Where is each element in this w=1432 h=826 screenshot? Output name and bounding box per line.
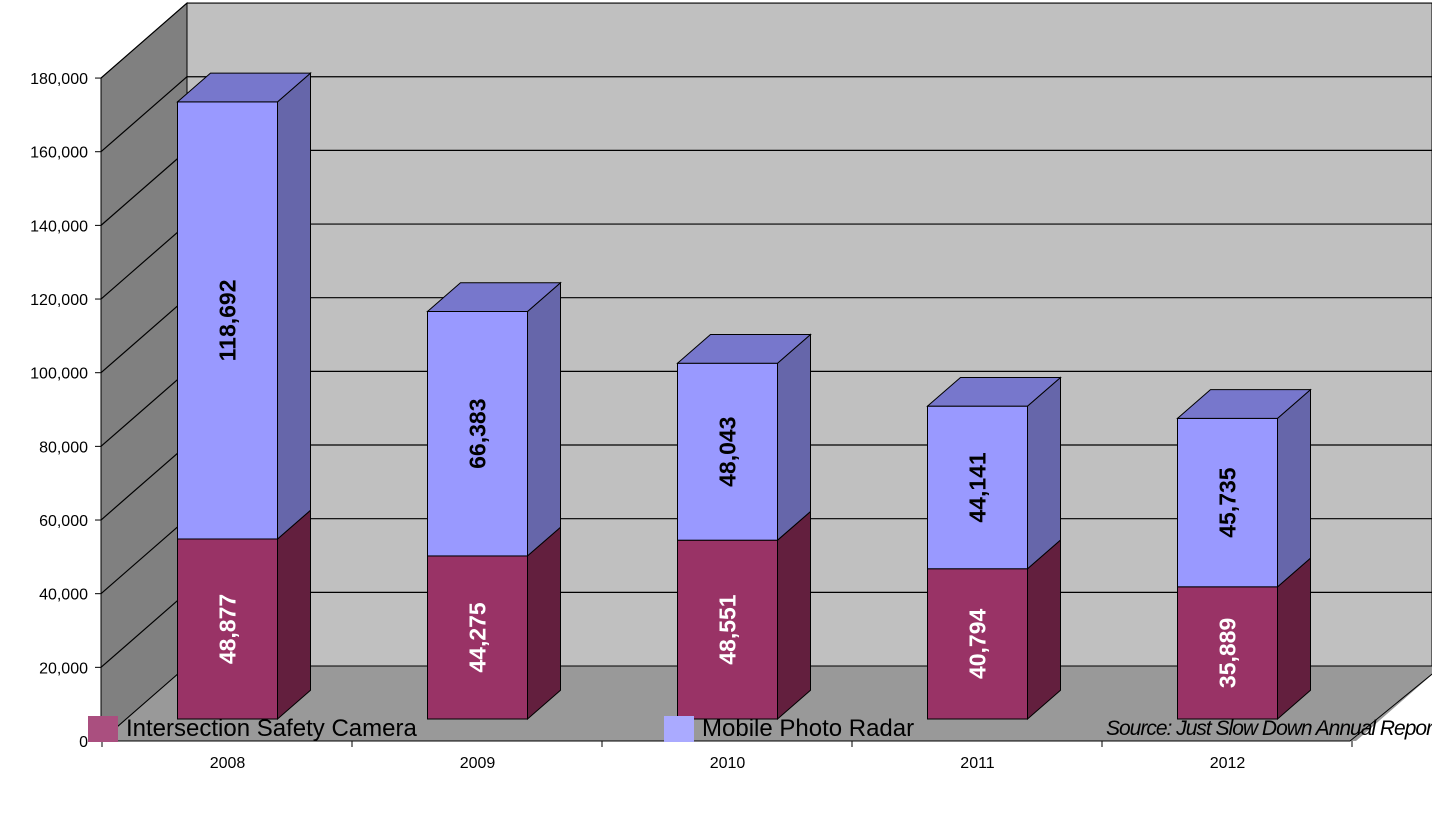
gridline-side xyxy=(100,297,188,374)
y-tick-label: 120,000 xyxy=(30,292,88,309)
bar-side-mobile-photo-radar-2008 xyxy=(277,72,311,541)
legend-label-intersection-safety-camera: Intersection Safety Camera xyxy=(126,715,417,742)
bar-mobile-photo-radar-2008 xyxy=(177,101,278,540)
data-label-intersection-safety-camera-2012: 35,889 xyxy=(1215,618,1241,688)
data-label-intersection-safety-camera-2008: 48,877 xyxy=(215,594,241,664)
data-label-intersection-safety-camera-2009: 44,275 xyxy=(465,602,491,673)
legend-item-intersection-safety-camera: Intersection Safety Camera xyxy=(88,713,417,745)
bar-top-2012 xyxy=(1176,389,1312,419)
data-label-mobile-photo-radar-2010: 48,043 xyxy=(715,417,741,487)
bar-side-intersection-safety-camera-2010 xyxy=(777,510,811,721)
bar-top-2010 xyxy=(676,334,812,364)
bar-top-2009 xyxy=(426,282,562,312)
x-tick-label-2009: 2009 xyxy=(460,755,496,772)
gridline-side xyxy=(100,223,188,300)
y-tick-label: 140,000 xyxy=(30,218,88,235)
gridline-side xyxy=(100,2,188,79)
y-tick-label: 40,000 xyxy=(39,587,88,604)
bar-side-mobile-photo-radar-2010 xyxy=(777,333,811,542)
y-tick-label: 20,000 xyxy=(39,660,88,677)
bar-mobile-photo-radar-2011 xyxy=(927,405,1028,570)
gridline-side xyxy=(100,76,188,153)
bar-side-mobile-photo-radar-2009 xyxy=(527,281,561,558)
y-tick-label: 160,000 xyxy=(30,145,88,162)
legend-swatch-intersection-safety-camera xyxy=(88,716,118,742)
y-tick-label: 80,000 xyxy=(39,439,88,456)
bar-side-intersection-safety-camera-2008 xyxy=(277,509,311,721)
data-label-mobile-photo-radar-2008: 118,692 xyxy=(215,279,241,361)
data-label-intersection-safety-camera-2011: 40,794 xyxy=(965,609,991,680)
data-label-intersection-safety-camera-2010: 48,551 xyxy=(715,594,741,665)
gridline-side xyxy=(100,518,188,595)
gridline-side xyxy=(100,591,188,668)
bar-intersection-safety-camera-2011 xyxy=(927,568,1028,720)
bar-side-intersection-safety-camera-2011 xyxy=(1027,538,1061,721)
legend-swatch-mobile-photo-radar xyxy=(664,716,694,742)
legend-item-mobile-photo-radar: Mobile Photo Radar xyxy=(664,713,914,745)
bar-mobile-photo-radar-2009 xyxy=(427,310,528,557)
bar-mobile-photo-radar-2012 xyxy=(1177,417,1278,588)
bar-side-mobile-photo-radar-2012 xyxy=(1277,388,1311,588)
bar-intersection-safety-camera-2010 xyxy=(677,539,778,720)
y-tick-label: 180,000 xyxy=(30,71,88,88)
gridline-side xyxy=(100,444,188,521)
gridline-side xyxy=(100,370,188,447)
data-label-mobile-photo-radar-2012: 45,735 xyxy=(1215,467,1241,538)
bar-top-2011 xyxy=(926,376,1062,407)
x-tick-label-2011: 2011 xyxy=(960,755,995,772)
legend-label-mobile-photo-radar: Mobile Photo Radar xyxy=(702,715,915,742)
data-label-mobile-photo-radar-2011: 44,141 xyxy=(965,452,991,523)
y-tick-label: 100,000 xyxy=(30,366,88,383)
y-tick-label: 0 xyxy=(79,734,88,751)
y-tick-label: 60,000 xyxy=(39,513,88,530)
bar-side-intersection-safety-camera-2009 xyxy=(527,526,561,721)
x-tick-label-2010: 2010 xyxy=(710,755,746,772)
x-tick-label-2012: 2012 xyxy=(1210,755,1246,772)
bar-side-mobile-photo-radar-2011 xyxy=(1027,376,1061,570)
bar-intersection-safety-camera-2008 xyxy=(177,538,278,720)
gridline-side xyxy=(100,149,188,226)
bar-mobile-photo-radar-2010 xyxy=(677,362,778,541)
data-label-mobile-photo-radar-2009: 66,383 xyxy=(465,399,491,469)
source-note: Source: Just Slow Down Annual Report xyxy=(1106,717,1432,740)
bar-top-2008 xyxy=(176,72,312,103)
bar-intersection-safety-camera-2009 xyxy=(427,555,528,720)
x-tick-label-2008: 2008 xyxy=(210,755,246,772)
bar-intersection-safety-camera-2012 xyxy=(1177,586,1278,720)
